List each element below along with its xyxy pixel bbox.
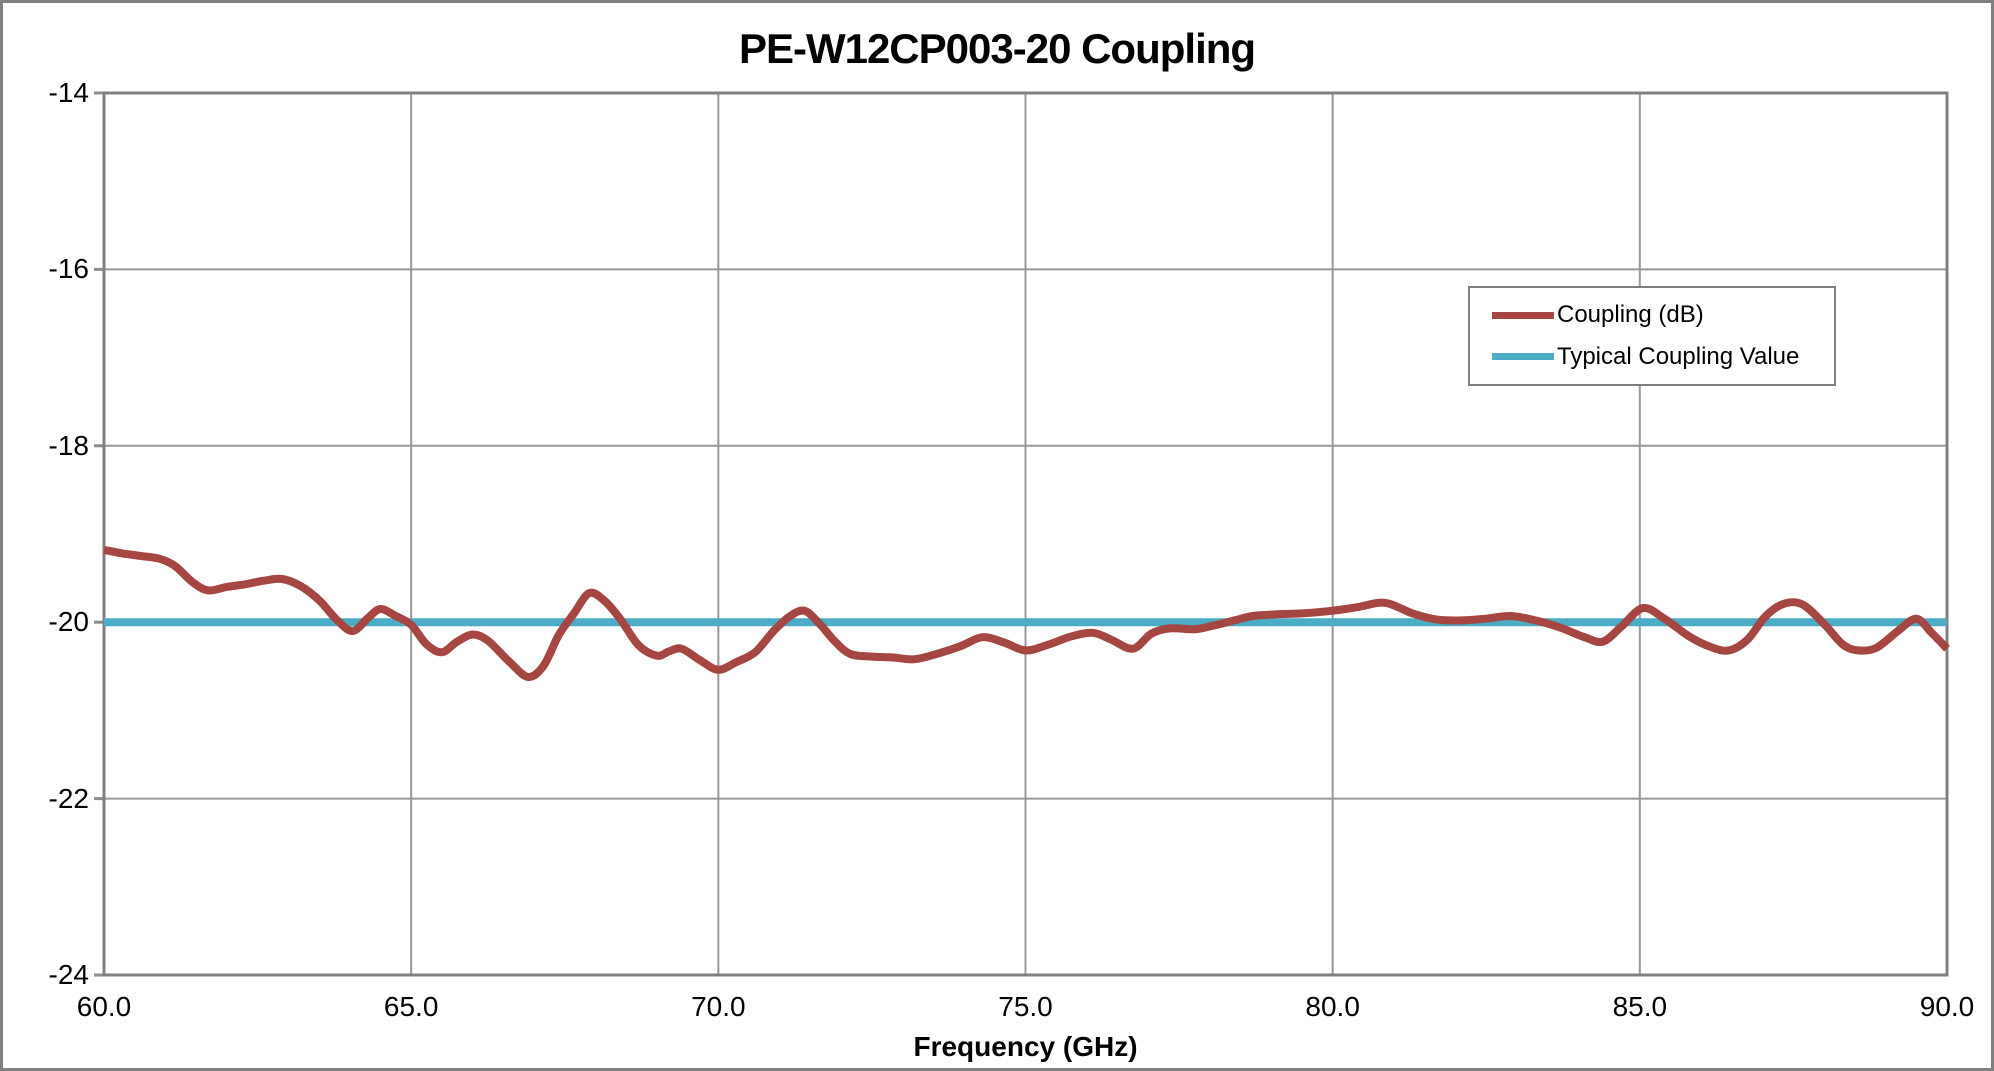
plot-area xyxy=(94,91,1950,977)
axis-ticks xyxy=(94,91,104,977)
x-tick-label: 70.0 xyxy=(691,991,746,1022)
y-tick-label: -20 xyxy=(48,606,89,638)
y-tick-label: -22 xyxy=(48,782,89,814)
x-tick-label: 75.0 xyxy=(998,991,1053,1022)
gridlines xyxy=(104,93,1947,975)
x-tick-label: 80.0 xyxy=(1305,991,1360,1022)
legend-label-coupling: Coupling (dB) xyxy=(1557,301,1704,329)
legend: Coupling (dB) Typical Coupling Value xyxy=(1468,286,1836,386)
legend-label-typical: Typical Coupling Value xyxy=(1557,342,1800,370)
y-tick-label: -18 xyxy=(48,429,89,461)
plot-border xyxy=(102,91,1949,977)
chart-title: PE-W12CP003-20 Coupling xyxy=(738,25,1256,72)
legend-item-coupling: Coupling (dB) xyxy=(1492,301,1834,329)
x-tick-label: 90.0 xyxy=(1919,991,1975,1022)
y-tick-label: -16 xyxy=(48,253,89,285)
x-tick-label: 60.0 xyxy=(76,991,132,1022)
legend-item-typical: Typical Coupling Value xyxy=(1492,343,1834,371)
y-tick-label: -14 xyxy=(48,77,89,108)
coupling-curve xyxy=(103,545,1950,681)
x-axis-title: Frequency (GHz) xyxy=(913,1031,1138,1062)
typical-line-swatch-icon xyxy=(1492,353,1554,361)
x-tick-label: 85.0 xyxy=(1612,991,1668,1022)
coupling-line-swatch-icon xyxy=(1492,311,1554,319)
y-tick-label: -24 xyxy=(48,959,89,990)
x-tick-label: 65.0 xyxy=(383,991,439,1022)
